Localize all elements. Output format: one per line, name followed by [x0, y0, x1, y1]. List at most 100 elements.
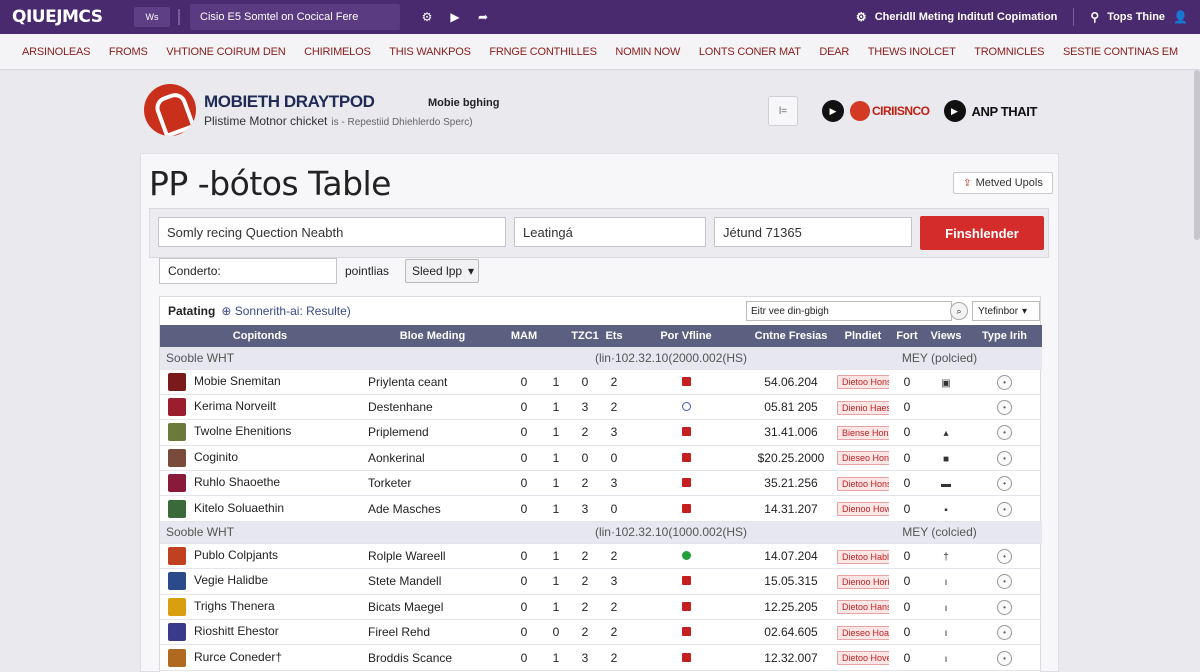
- status-badge[interactable]: Dietoo Hans: [837, 600, 889, 615]
- play-icon[interactable]: ▶: [943, 100, 966, 122]
- status-badge[interactable]: Dietoo Hable: [837, 549, 889, 564]
- view-icon[interactable]: •: [997, 425, 1012, 441]
- status-badge[interactable]: Dieseo Hons: [837, 451, 889, 466]
- settings-icon[interactable]: ⚙: [855, 10, 867, 24]
- table-row[interactable]: Twolne Ehenitions Priplemend 0 1 2 3 31.41.006…: [160, 419, 1042, 446]
- table-row[interactable]: Mobie Snemitan Priylenta ceant 0 1 0 2 54.06.2…: [160, 369, 1042, 395]
- view-icon[interactable]: •: [997, 549, 1012, 565]
- row-name[interactable]: Kitelo Soluaethin: [194, 500, 285, 515]
- nav-item[interactable]: FROMS: [108, 45, 148, 58]
- row-name[interactable]: Kerima Norveilt: [194, 399, 277, 414]
- table-row[interactable]: Trighs Thenera Bicats Maegel 0 1 2 2 12.25.205…: [160, 594, 1042, 621]
- view-icon[interactable]: •: [997, 476, 1012, 492]
- results-filter-select[interactable]: Ytefinbor ▾: [972, 301, 1040, 321]
- column-header[interactable]: Cntne Fresias: [745, 325, 837, 347]
- workspace-button[interactable]: Ws: [134, 7, 170, 27]
- nav-item[interactable]: VHTIONE COIRUM DEN: [166, 45, 286, 58]
- status-badge[interactable]: Dienio Haes: [837, 400, 889, 415]
- table-row[interactable]: Ruhlo Shaoethe Torketer 0 1 2 3 35.21.256 Dieto…: [160, 470, 1042, 497]
- nav-item[interactable]: THEWS INOLCET: [867, 45, 956, 58]
- partner-logo[interactable]: [850, 101, 870, 121]
- top-right-link[interactable]: Cheridll Meting Inditutl Copimation: [874, 11, 1058, 23]
- column-header[interactable]: Ets: [601, 325, 627, 347]
- view-icon[interactable]: •: [997, 450, 1012, 466]
- date-input[interactable]: Jétund 71365: [714, 217, 912, 247]
- query-input[interactable]: Somly recing Quection Neabth: [158, 217, 506, 247]
- row-name[interactable]: Coginito: [194, 450, 239, 465]
- row-name[interactable]: Mobie Snemitan: [194, 373, 281, 388]
- status-badge[interactable]: Dieseo Hoas: [837, 625, 889, 640]
- status-badge[interactable]: Dienoo Hows: [837, 502, 889, 517]
- anp-link[interactable]: ANP THAIT: [971, 103, 1038, 119]
- column-header[interactable]: Bloe Meding: [360, 325, 505, 347]
- table-row[interactable]: Coginito Aonkerinal 0 1 0 0 $20.25.2000 Dieseo …: [160, 445, 1042, 472]
- user-icon[interactable]: 👤: [1173, 10, 1188, 24]
- predict-cell: 0: [889, 543, 925, 570]
- table-row[interactable]: Kerima Norveilt Destenhane 0 1 3 2 05.81 205 Di…: [160, 394, 1042, 421]
- app-logo[interactable]: QIUEJMCS: [12, 7, 103, 27]
- column-header[interactable]: Fort: [889, 325, 925, 347]
- status-badge[interactable]: Dietoo Hons: [837, 476, 889, 491]
- status-badge[interactable]: Dietoo Hove: [837, 651, 889, 666]
- nav-item[interactable]: CHIRIMELOS: [304, 45, 371, 58]
- view-icon[interactable]: •: [997, 574, 1012, 590]
- speed-select[interactable]: Sleed lpp ▾: [405, 259, 479, 283]
- status-badge[interactable]: Biense Hona: [837, 425, 889, 440]
- main-card: PP -bótos Table ⇪ Metved Upols Somly rec…: [140, 153, 1059, 672]
- row-name[interactable]: Vegie Halidbe: [194, 573, 269, 588]
- column-header[interactable]: TZC1: [569, 325, 601, 347]
- play-icon[interactable]: ▶: [450, 10, 460, 24]
- row-name[interactable]: Rioshitt Ehestor: [194, 624, 279, 639]
- column-header[interactable]: Views: [925, 325, 967, 347]
- location-input[interactable]: Leatingá: [514, 217, 706, 247]
- results-search-input[interactable]: Eitr vee din-gbigh: [746, 301, 952, 321]
- table-row[interactable]: Vegie Halidbe Stete Mandell 0 1 2 3 15.05.315 D…: [160, 568, 1042, 595]
- page-scrollbar[interactable]: [1194, 70, 1200, 240]
- view-icon[interactable]: •: [997, 625, 1012, 641]
- view-icon[interactable]: •: [997, 374, 1012, 390]
- top-right-link-2[interactable]: Tops Thine: [1107, 11, 1166, 23]
- table-row[interactable]: Rurce Coneder† Broddis Scance 0 1 3 2 12.32.00…: [160, 644, 1042, 671]
- view-icon[interactable]: •: [997, 650, 1012, 666]
- row-name[interactable]: Trighs Thenera: [194, 598, 275, 613]
- partner-name[interactable]: CIRIISNCO: [872, 104, 930, 118]
- row-name[interactable]: Rurce Coneder†: [194, 649, 283, 664]
- group-row[interactable]: Sooble WHT (lin·102.32.10(2000.002(HS) MEY…: [160, 347, 1042, 370]
- nav-item[interactable]: ARSINOLEAS: [22, 45, 91, 58]
- nav-item[interactable]: FRNGE CONTHILLES: [489, 45, 597, 58]
- nav-item[interactable]: SESTIE CONTINAS EM: [1062, 45, 1178, 58]
- search-button[interactable]: Finshlender: [920, 216, 1044, 250]
- status-badge[interactable]: Dietoo Hons: [837, 375, 889, 390]
- search-icon[interactable]: ⌕: [950, 302, 968, 320]
- nav-item[interactable]: LONTS CONER MAT: [698, 45, 801, 58]
- nav-item[interactable]: TROMNICLES: [974, 45, 1045, 58]
- group-row[interactable]: Sooble WHT (lin·102.32.10(1000.002(HS) MEY…: [160, 521, 1042, 544]
- view-icon[interactable]: •: [997, 400, 1012, 416]
- top-search-input[interactable]: Cisio E5 Somtel on Cocical Fere: [190, 4, 400, 30]
- column-header[interactable]: MAM: [505, 325, 543, 347]
- column-header[interactable]: Plndiet: [837, 325, 889, 347]
- views-cell: •: [967, 419, 1042, 446]
- row-name[interactable]: Ruhlo Shaoethe: [194, 475, 281, 490]
- view-icon[interactable]: •: [997, 501, 1012, 517]
- upload-button[interactable]: ⇪ Metved Upols: [953, 172, 1053, 194]
- nav-item[interactable]: NOMIN NOW: [615, 45, 681, 58]
- condition-input[interactable]: Conderto:: [159, 258, 337, 284]
- play-icon[interactable]: ▶: [822, 100, 844, 122]
- column-header[interactable]: Type Irih: [967, 325, 1042, 347]
- row-name[interactable]: Publo Colpjants: [194, 548, 279, 563]
- table-row[interactable]: Kitelo Soluaethin Ade Masches 0 1 3 0 14.31.20…: [160, 495, 1042, 522]
- table-row[interactable]: Rioshitt Ehestor Fireel Rehd 0 0 2 2 02.64.605…: [160, 619, 1042, 646]
- column-header[interactable]: Por Vfline: [627, 325, 745, 347]
- gear-icon[interactable]: ⚙: [421, 10, 433, 24]
- brand-logo[interactable]: [144, 84, 196, 136]
- status-badge[interactable]: Dienoo Horio: [837, 574, 889, 589]
- share-icon[interactable]: ➦: [477, 10, 489, 24]
- table-row[interactable]: Publo Colpjants Rolple Wareell 0 1 2 2 14.07.2…: [160, 543, 1042, 570]
- view-icon[interactable]: •: [997, 599, 1012, 615]
- nav-item[interactable]: DEAR: [819, 45, 850, 58]
- nav-item[interactable]: THIS WANKPOS: [389, 45, 471, 58]
- menu-button[interactable]: l=: [768, 96, 798, 126]
- column-header[interactable]: Copitonds: [160, 325, 360, 347]
- row-name[interactable]: Twolne Ehenitions: [194, 424, 292, 439]
